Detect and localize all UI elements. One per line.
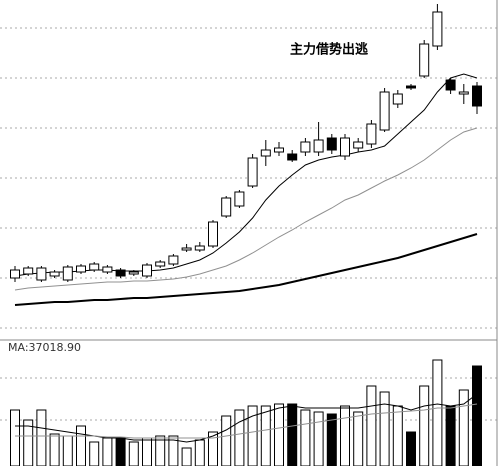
ma-line: [14, 233, 478, 306]
candle-body: [194, 245, 205, 251]
volume-bar: [62, 435, 73, 466]
volume-bar: [445, 405, 456, 466]
volume-bar: [115, 437, 126, 466]
volume-bar: [155, 435, 166, 466]
ma-line: [14, 73, 478, 277]
volume-bar: [432, 359, 443, 466]
candle-body: [102, 266, 113, 273]
candle-body: [392, 93, 403, 105]
volume-bar: [458, 389, 469, 466]
volume-bar: [392, 405, 403, 466]
volume-bar: [23, 419, 34, 466]
candle-body: [274, 147, 284, 153]
candle-body: [300, 141, 311, 153]
candle-body: [181, 247, 192, 251]
candle-body: [353, 141, 364, 149]
ma-line: [14, 127, 478, 291]
candle-body: [406, 85, 416, 89]
volume-bar: [326, 413, 337, 466]
volume-bar: [247, 405, 258, 466]
volume-bar: [168, 435, 179, 466]
volume-bar: [36, 409, 47, 466]
candle-body: [326, 137, 337, 151]
volume-bar: [181, 447, 192, 466]
candle-body: [208, 221, 218, 247]
volume-bar: [260, 405, 271, 466]
annotation: 主力借势出逃: [290, 42, 369, 58]
candle-body: [115, 269, 126, 277]
candle-body: [76, 265, 86, 273]
volume-bar: [419, 385, 430, 466]
volume-bar: [49, 433, 60, 466]
candle-body: [23, 267, 34, 275]
candle-body: [155, 261, 166, 267]
candle-body: [62, 266, 73, 281]
candle-body: [419, 43, 430, 77]
candle-body: [432, 11, 443, 47]
volume-bar: [379, 391, 390, 466]
volume-bar: [313, 411, 324, 466]
volume-bar: [300, 409, 311, 466]
volume-bar: [128, 441, 139, 466]
volume-bar: [340, 405, 350, 466]
volume-bar: [89, 441, 100, 466]
candle-body: [379, 91, 390, 131]
candle-body: [287, 153, 298, 161]
volume-bar: [472, 365, 482, 466]
candle-body: [128, 271, 139, 275]
candle-body: [247, 157, 258, 187]
candle-body: [458, 91, 469, 95]
candle-body: [36, 267, 47, 281]
volume-bar: [366, 385, 377, 466]
volume-bar: [353, 411, 364, 466]
candle-body: [49, 271, 60, 277]
candle-body: [313, 139, 324, 153]
candle-body: [340, 137, 350, 157]
candle-body: [472, 85, 482, 107]
volume-bar: [221, 415, 232, 466]
ma-line: [15, 403, 478, 439]
candle-body: [234, 191, 245, 207]
volume-bar: [142, 437, 152, 466]
candle-body: [89, 263, 100, 271]
candle-body: [260, 149, 271, 157]
candle-body: [10, 269, 20, 279]
volume-bar: [274, 403, 284, 466]
volume-bar: [76, 425, 86, 466]
volume-bar: [10, 409, 20, 466]
candle-body: [168, 255, 179, 265]
candle-body: [366, 123, 377, 145]
volume-bar: [234, 409, 245, 466]
volume-bar: [208, 431, 218, 466]
candle-body: [221, 197, 232, 217]
candle-body: [142, 264, 152, 277]
volume-label: MA:37018.90: [8, 341, 81, 354]
volume-bar: [194, 439, 205, 466]
candle-body: [445, 79, 456, 91]
volume-bar: [287, 403, 298, 466]
volume-bar: [406, 431, 416, 466]
volume-bar: [102, 437, 113, 466]
